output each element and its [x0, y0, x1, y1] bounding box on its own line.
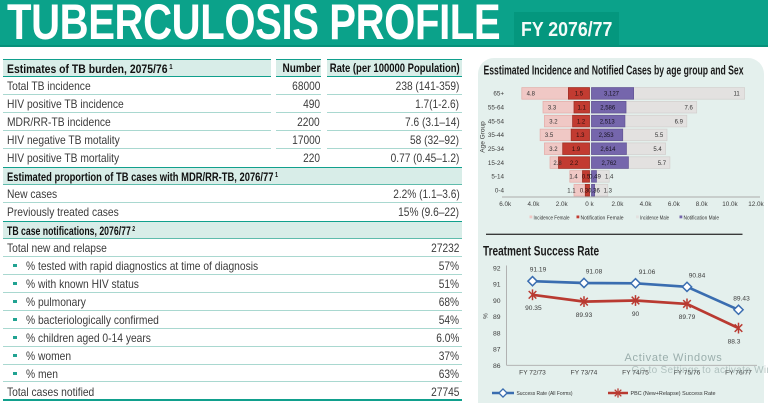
svg-text:0.36: 0.36	[588, 188, 600, 194]
svg-text:2,513: 2,513	[600, 119, 616, 125]
svg-text:4.8: 4.8	[527, 92, 536, 98]
svg-text:4.0k: 4.0k	[527, 201, 540, 208]
svg-text:6.9: 6.9	[675, 119, 684, 125]
svg-text:3.2: 3.2	[549, 119, 558, 125]
svg-text:87: 87	[493, 347, 501, 354]
svg-text:2.2: 2.2	[570, 161, 579, 167]
svg-text:11: 11	[733, 92, 740, 98]
svg-text:FY 75/76: FY 75/76	[674, 370, 701, 377]
svg-text:Esstimated Incidence and Notif: Esstimated Incidence and Notified Cases …	[484, 64, 744, 78]
svg-text:1.3: 1.3	[576, 133, 585, 139]
svg-text:86: 86	[493, 363, 501, 370]
svg-text:65+: 65+	[493, 91, 504, 98]
svg-text:0.49: 0.49	[589, 175, 601, 181]
svg-text:FY 73/74: FY 73/74	[571, 370, 598, 377]
svg-text:%: %	[483, 313, 490, 319]
svg-text:5.5: 5.5	[655, 133, 664, 139]
svg-text:Treatment Success Rate: Treatment Success Rate	[483, 243, 599, 259]
svg-text:91.08: 91.08	[586, 269, 603, 276]
svg-text:FY 72/73: FY 72/73	[519, 370, 546, 377]
svg-text:Incidence Male: Incidence Male	[640, 216, 669, 222]
svg-text:25-34: 25-34	[488, 146, 505, 153]
svg-text:0-4: 0-4	[495, 187, 505, 194]
svg-text:Incidence Female: Incidence Female	[534, 216, 570, 222]
svg-text:2,353: 2,353	[599, 133, 615, 139]
svg-text:Age Group: Age Group	[480, 121, 487, 153]
svg-text:90: 90	[493, 298, 501, 305]
svg-text:8.0k: 8.0k	[696, 201, 709, 208]
svg-text:FY 76/77: FY 76/77	[725, 370, 752, 377]
svg-text:5-14: 5-14	[491, 174, 504, 181]
svg-text:10.0k: 10.0k	[722, 201, 738, 208]
svg-text:0.5: 0.5	[582, 175, 591, 181]
svg-text:4.0k: 4.0k	[640, 201, 653, 208]
svg-text:2,586: 2,586	[600, 105, 616, 111]
svg-text:92: 92	[493, 265, 501, 272]
svg-text:90: 90	[632, 311, 640, 318]
svg-text:2,762: 2,762	[601, 161, 617, 167]
svg-text:89.43: 89.43	[733, 295, 750, 302]
svg-text:0.3: 0.3	[580, 188, 589, 194]
svg-text:Success Rate (All Forms): Success Rate (All Forms)	[517, 391, 573, 397]
svg-text:7.6: 7.6	[685, 105, 694, 111]
svg-text:6.0k: 6.0k	[668, 201, 681, 208]
svg-text:1.5: 1.5	[575, 92, 584, 98]
svg-text:91.06: 91.06	[639, 269, 656, 276]
svg-text:1.1: 1.1	[578, 105, 587, 111]
svg-text:1.4: 1.4	[569, 175, 578, 181]
svg-text:3.3: 3.3	[548, 105, 557, 111]
svg-text:FY 74/75: FY 74/75	[622, 370, 649, 377]
svg-text:3.5: 3.5	[545, 133, 554, 139]
svg-text:2.0k: 2.0k	[611, 201, 624, 208]
svg-text:88.3: 88.3	[728, 338, 741, 345]
svg-text:6.0k: 6.0k	[499, 201, 512, 208]
svg-text:90.35: 90.35	[525, 305, 542, 312]
svg-text:35-44: 35-44	[488, 132, 505, 139]
svg-text:89.79: 89.79	[679, 314, 696, 321]
svg-text:1.4: 1.4	[605, 175, 614, 181]
svg-text:3.2: 3.2	[549, 147, 558, 153]
svg-text:15-24: 15-24	[488, 160, 505, 167]
svg-text:5.7: 5.7	[658, 161, 667, 167]
svg-text:1.9: 1.9	[572, 147, 581, 153]
svg-text:55-64: 55-64	[488, 104, 505, 111]
svg-text:1.2: 1.2	[577, 119, 586, 125]
svg-text:88: 88	[493, 330, 501, 337]
svg-text:89: 89	[493, 314, 501, 321]
svg-text:2.0k: 2.0k	[556, 201, 569, 208]
svg-text:3,127: 3,127	[604, 92, 620, 98]
svg-text:91: 91	[493, 282, 501, 289]
svg-text:90.84: 90.84	[689, 272, 706, 279]
svg-text:45-54: 45-54	[488, 118, 505, 125]
svg-text:1.1: 1.1	[567, 188, 576, 194]
svg-text:1.3: 1.3	[604, 188, 613, 194]
svg-text:2.8: 2.8	[553, 161, 562, 167]
svg-text:89.93: 89.93	[576, 312, 593, 319]
svg-text:12.0k: 12.0k	[748, 201, 764, 208]
svg-text:91.19: 91.19	[530, 267, 547, 274]
svg-text:Notification Male: Notification Male	[684, 216, 720, 222]
svg-text:5.4: 5.4	[653, 147, 662, 153]
svg-text:2,614: 2,614	[600, 147, 616, 153]
svg-text:PBC (New+Relapse) Success Rate: PBC (New+Relapse) Success Rate	[631, 391, 717, 397]
svg-text:Notification Female: Notification Female	[581, 216, 624, 222]
svg-text:0 k: 0 k	[585, 201, 594, 208]
